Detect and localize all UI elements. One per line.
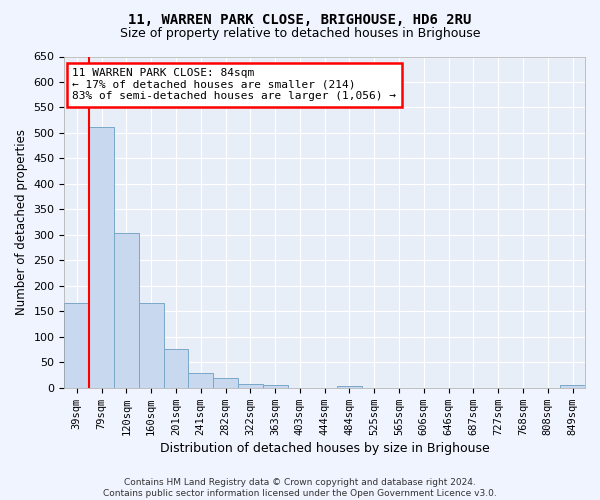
- Text: 11 WARREN PARK CLOSE: 84sqm
← 17% of detached houses are smaller (214)
83% of se: 11 WARREN PARK CLOSE: 84sqm ← 17% of det…: [72, 68, 396, 102]
- Bar: [64, 302, 89, 388]
- Bar: [560, 386, 585, 388]
- Bar: [238, 384, 263, 388]
- Text: Size of property relative to detached houses in Brighouse: Size of property relative to detached ho…: [120, 28, 480, 40]
- Bar: [89, 128, 114, 388]
- X-axis label: Distribution of detached houses by size in Brighouse: Distribution of detached houses by size …: [160, 442, 490, 455]
- Bar: [114, 233, 139, 388]
- Bar: [188, 372, 213, 388]
- Text: Contains HM Land Registry data © Crown copyright and database right 2024.
Contai: Contains HM Land Registry data © Crown c…: [103, 478, 497, 498]
- Bar: [337, 386, 362, 388]
- Bar: [139, 303, 164, 388]
- Bar: [164, 348, 188, 388]
- Bar: [213, 378, 238, 388]
- Bar: [263, 386, 287, 388]
- Text: 11, WARREN PARK CLOSE, BRIGHOUSE, HD6 2RU: 11, WARREN PARK CLOSE, BRIGHOUSE, HD6 2R…: [128, 12, 472, 26]
- Y-axis label: Number of detached properties: Number of detached properties: [15, 129, 28, 315]
